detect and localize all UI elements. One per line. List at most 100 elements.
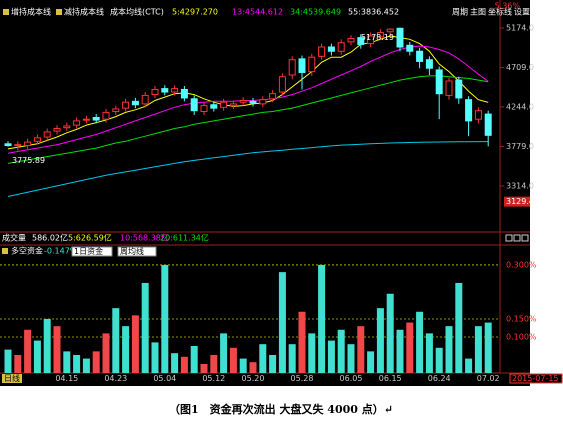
bar	[357, 326, 365, 373]
bar	[435, 347, 443, 373]
date-label: 2015-07-15 三	[512, 374, 563, 383]
bar	[288, 344, 296, 373]
candle-body	[455, 79, 463, 99]
ma-line	[7, 35, 489, 150]
period-box[interactable]	[2, 374, 22, 383]
volume-ma: 5:626.59亿	[68, 233, 112, 243]
candle-body	[161, 88, 169, 93]
bar	[102, 333, 110, 373]
bar	[318, 264, 326, 373]
bar	[131, 315, 139, 373]
bar	[376, 308, 384, 373]
panel-value: -0.147%	[44, 247, 78, 256]
legend-entry: 55:3836.452	[348, 8, 399, 17]
candle-body	[190, 98, 198, 112]
candle-body	[259, 99, 267, 105]
bar	[445, 326, 453, 373]
header-label: 成本均线(CTC)	[110, 7, 164, 17]
bar	[82, 358, 90, 373]
bar	[259, 344, 267, 373]
bar	[474, 326, 482, 373]
volume-ma: 10:568.38亿	[120, 233, 169, 243]
candle-body	[327, 46, 335, 52]
bar	[416, 311, 424, 373]
bar	[396, 329, 404, 373]
candle-body	[474, 110, 482, 120]
candle-body	[396, 27, 404, 48]
background	[0, 0, 530, 386]
candle-body	[112, 108, 120, 113]
x-tick-label: 06.24	[428, 374, 451, 383]
y-tick-label: 5174.0	[506, 23, 534, 32]
bar	[386, 293, 394, 373]
candle-body	[171, 88, 179, 93]
candle-body	[180, 88, 188, 99]
candle-body	[435, 69, 443, 95]
legend-entry: 5:4297.270	[172, 8, 218, 17]
high-annotation: 5178.19	[361, 33, 394, 42]
candle-body	[416, 50, 424, 62]
candle-body	[406, 44, 414, 52]
bar	[53, 326, 61, 373]
dropdown[interactable]	[71, 246, 113, 257]
bar	[63, 351, 71, 373]
candle-body	[465, 99, 473, 122]
toolbar-button[interactable]: 坐标线	[488, 7, 512, 17]
legend-entry: 34:4539.649	[290, 8, 341, 17]
candle-body	[53, 128, 61, 132]
bar	[24, 329, 32, 373]
bar	[73, 354, 81, 373]
x-tick-label: 05.04	[153, 374, 176, 383]
x-tick-label: 06.05	[340, 374, 363, 383]
toolbar: 周期 主图 坐标线 设置	[452, 7, 530, 17]
candle-body	[337, 42, 345, 52]
toolbar-button[interactable]: 主图	[470, 7, 486, 17]
y-tick-label: 3314.0	[506, 181, 534, 190]
candle-body	[318, 46, 326, 57]
date-box	[509, 373, 563, 384]
panel-title: 多空资金	[11, 246, 43, 256]
candle-body	[73, 120, 81, 126]
candle-body	[4, 143, 12, 147]
toolbar-button[interactable]: 设置	[514, 7, 530, 17]
icon[interactable]	[521, 234, 529, 242]
candle-body	[239, 100, 247, 103]
candle-body	[357, 37, 365, 45]
candle-body	[82, 118, 90, 121]
bar	[92, 351, 100, 373]
icon[interactable]	[513, 234, 521, 242]
candle-body	[63, 125, 71, 129]
legend-entry: 13:4544.612	[232, 8, 283, 17]
y-tick-label: 0.150%	[506, 314, 537, 323]
header-label: 减持成本线	[64, 7, 104, 17]
candle-body	[14, 144, 22, 147]
bar	[298, 311, 306, 373]
bar	[151, 342, 159, 373]
bar	[249, 362, 257, 373]
bar	[141, 282, 149, 373]
bar	[43, 318, 51, 373]
icon[interactable]	[505, 234, 513, 242]
ma-line	[7, 141, 489, 197]
bar	[171, 353, 179, 373]
dropdown-label[interactable]: 周均线	[120, 246, 144, 256]
candle-body	[102, 111, 110, 120]
candle-body	[376, 32, 384, 38]
dropdown-label[interactable]: 1日资金	[74, 246, 103, 256]
x-tick-label: 05.28	[291, 374, 314, 383]
dropdown[interactable]	[117, 246, 157, 257]
candle-body	[33, 137, 41, 142]
candle-body	[151, 88, 159, 96]
bar	[367, 351, 375, 373]
x-tick-label: 05.12	[202, 374, 225, 383]
candle-body	[122, 101, 130, 109]
period-label[interactable]: 日线	[4, 373, 20, 383]
toolbar-button[interactable]: 周期	[452, 8, 468, 17]
bar	[161, 264, 169, 373]
candle-body	[308, 56, 316, 73]
bar	[112, 308, 120, 373]
candle-body	[229, 103, 237, 107]
x-tick-label: 06.15	[379, 374, 402, 383]
